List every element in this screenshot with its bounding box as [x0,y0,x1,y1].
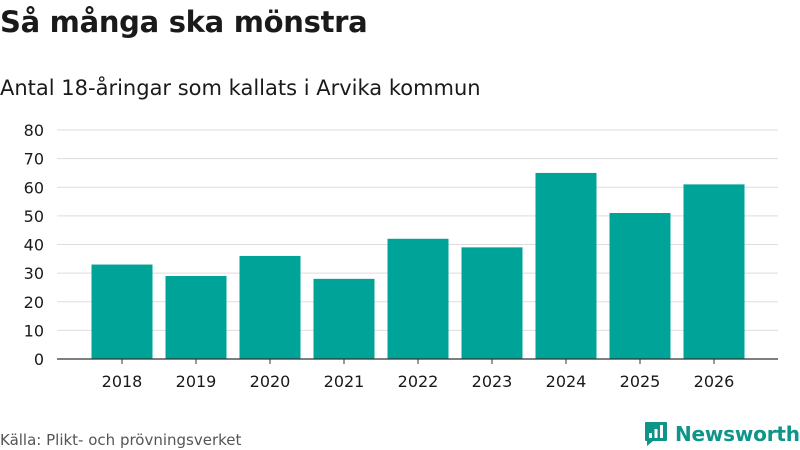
tick-labels: 0 10 20 30 40 50 60 70 80 2018 2019 2020 2021 2022 202… [24,121,735,391]
bar-2018 [91,264,153,359]
bar-2025 [609,213,671,359]
brand-logo: Newsworthy [644,420,800,448]
bar-2021 [313,278,375,359]
chart-title: Så många ska mönstra [0,5,368,39]
bar-2023 [461,247,523,359]
y-tick-label: 50 [24,207,44,226]
bar-2026 [683,184,745,359]
bars [91,172,745,359]
x-tick-label: 2024 [546,372,587,391]
y-tick-label: 10 [24,321,44,340]
x-tick-label: 2026 [694,372,735,391]
x-tick-label: 2022 [398,372,439,391]
brand-name: Newsworthy [675,422,800,446]
bar-chart-speech-bubble-icon [645,422,667,446]
y-tick-label: 70 [24,150,44,169]
chart-subtitle: Antal 18-åringar som kallats i Arvika ko… [0,76,481,100]
bar-2020 [239,255,301,359]
axes [57,358,778,364]
y-tick-label: 40 [24,236,44,255]
x-tick-label: 2019 [176,372,217,391]
y-tick-label: 30 [24,264,44,283]
x-tick-label: 2023 [472,372,513,391]
x-tick-label: 2018 [102,372,143,391]
x-tick-label: 2025 [620,372,661,391]
y-tick-label: 0 [34,350,44,369]
source-note: Källa: Plikt- och prövningsverket [0,431,242,449]
y-tick-label: 60 [24,178,44,197]
x-tick-label: 2021 [324,372,365,391]
y-tick-label: 80 [24,121,44,140]
bar-2019 [165,275,227,359]
bar-2024 [535,172,597,359]
y-tick-label: 20 [24,293,44,312]
x-tick-label: 2020 [250,372,291,391]
bar-2022 [387,238,449,359]
